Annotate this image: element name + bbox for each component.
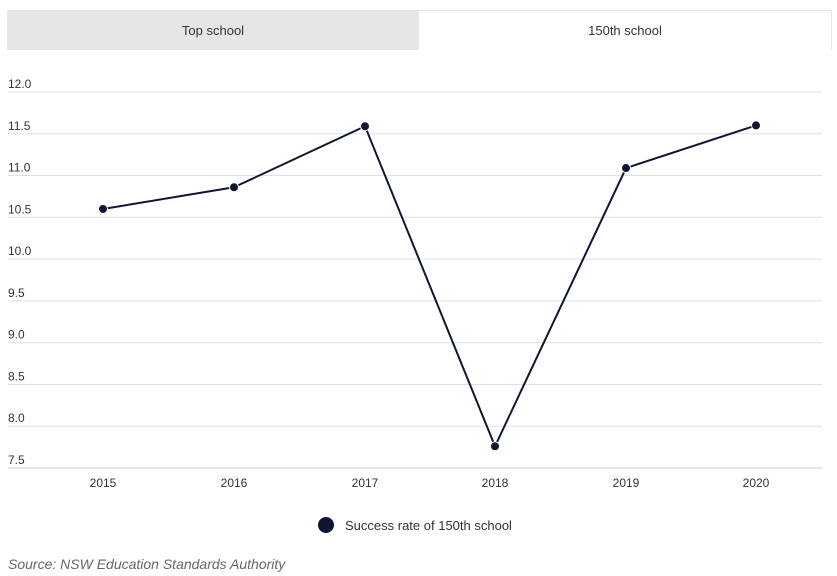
tab-top-school[interactable]: Top school (7, 10, 419, 50)
data-point (621, 163, 631, 174)
legend-item[interactable]: Success rate of 150th school (318, 517, 512, 533)
y-tick-label: 10.0 (8, 244, 32, 258)
legend-label: Success rate of 150th school (345, 517, 512, 533)
data-point (360, 121, 370, 132)
x-tick-label: 2018 (482, 476, 509, 490)
legend-marker-icon (318, 517, 334, 533)
y-tick-label: 11.5 (8, 119, 31, 133)
y-tick-label: 10.5 (8, 202, 32, 216)
y-tick-label: 9.0 (8, 328, 25, 342)
tab-bar: Top school 150th school (7, 10, 832, 50)
y-tick-label: 8.0 (8, 411, 25, 425)
y-tick-label: 11.0 (8, 161, 31, 175)
y-tick-label: 9.5 (8, 286, 25, 300)
series-line (102, 124, 757, 448)
line-chart: 12.0 11.5 11.0 10.5 10.0 9.5 9.0 8.5 8.0 7.5 2015 2… (8, 77, 822, 490)
x-tick-label: 2019 (613, 476, 640, 490)
x-tick-label: 2016 (221, 476, 248, 490)
data-point (751, 120, 761, 131)
data-point (229, 182, 239, 193)
tab-150th-school[interactable]: 150th school (419, 10, 832, 50)
x-tick-label: 2017 (352, 476, 379, 490)
y-tick-label: 8.5 (8, 369, 25, 383)
source-note: Source: NSW Education Standards Authorit… (8, 556, 286, 572)
x-tick-label: 2020 (743, 476, 770, 490)
data-point (98, 203, 108, 214)
data-point (490, 441, 500, 452)
y-tick-label: 7.5 (8, 453, 25, 467)
x-tick-label: 2015 (90, 476, 117, 490)
y-tick-label: 12.0 (8, 77, 32, 91)
